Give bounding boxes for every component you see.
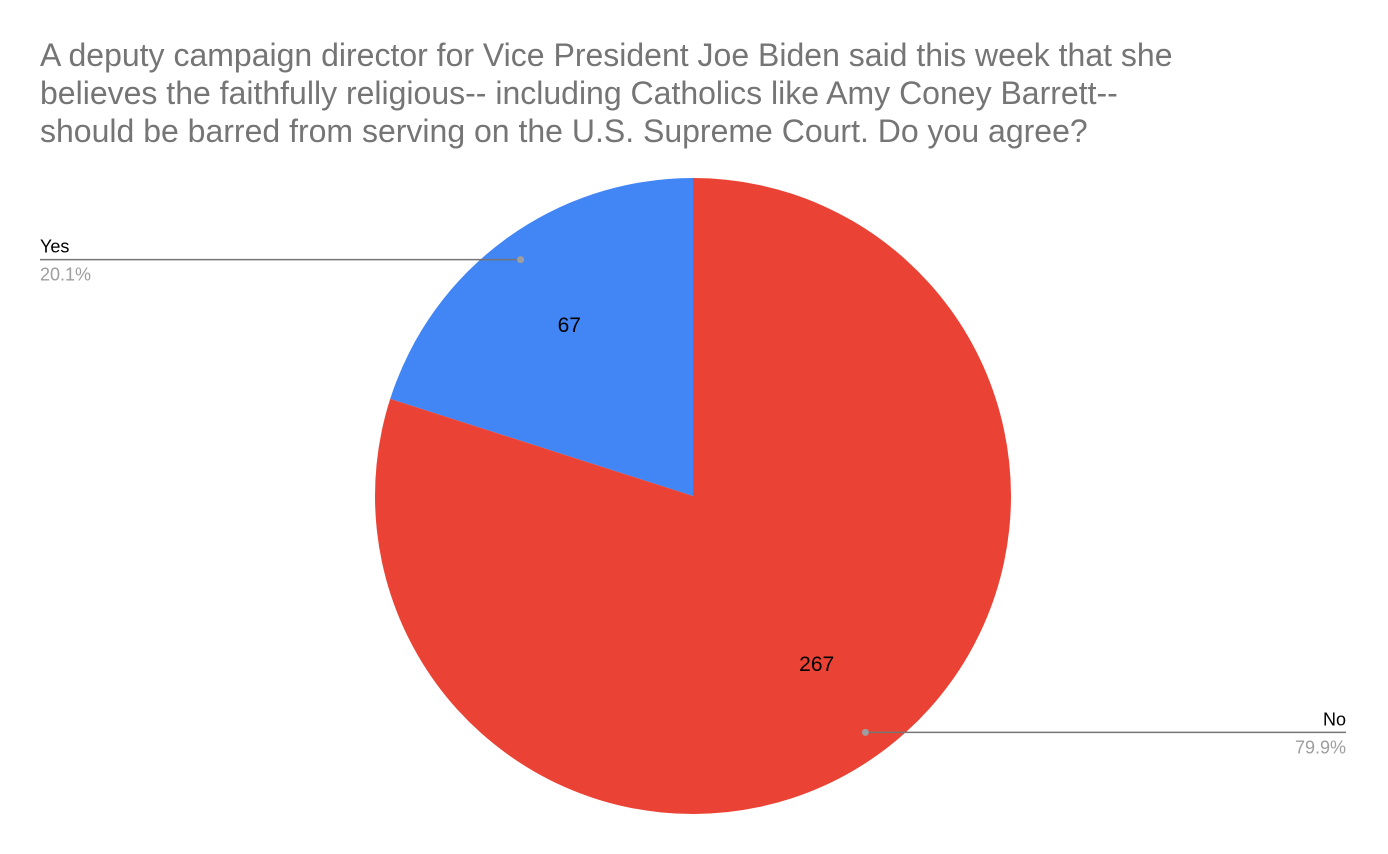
callout-dot-no — [861, 728, 869, 736]
chart-title-line-1: A deputy campaign director for Vice Pres… — [40, 37, 1173, 73]
chart-title-line-2: believes the faithfully religious-- incl… — [40, 75, 1118, 111]
chart-title: A deputy campaign director for Vice Pres… — [40, 36, 1360, 150]
pie-labels: 67 267 — [558, 314, 835, 676]
callout-percent-yes: 20.1% — [40, 265, 91, 285]
callout-percent-no: 79.9% — [1295, 737, 1346, 757]
pie-slice-no — [375, 178, 1011, 814]
callout-label-no: No — [1323, 709, 1346, 729]
pie-callouts: Yes 20.1% No 79.9% — [40, 237, 1346, 757]
callout-dot-yes — [517, 256, 525, 264]
pie-slices — [375, 178, 1011, 814]
slice-value-label-yes: 67 — [558, 314, 581, 337]
slice-value-label-no: 267 — [799, 653, 834, 676]
pie-slice-yes — [390, 178, 693, 496]
chart-title-line-3: should be barred from serving on the U.S… — [40, 113, 1088, 149]
callout-label-yes: Yes — [40, 237, 69, 257]
